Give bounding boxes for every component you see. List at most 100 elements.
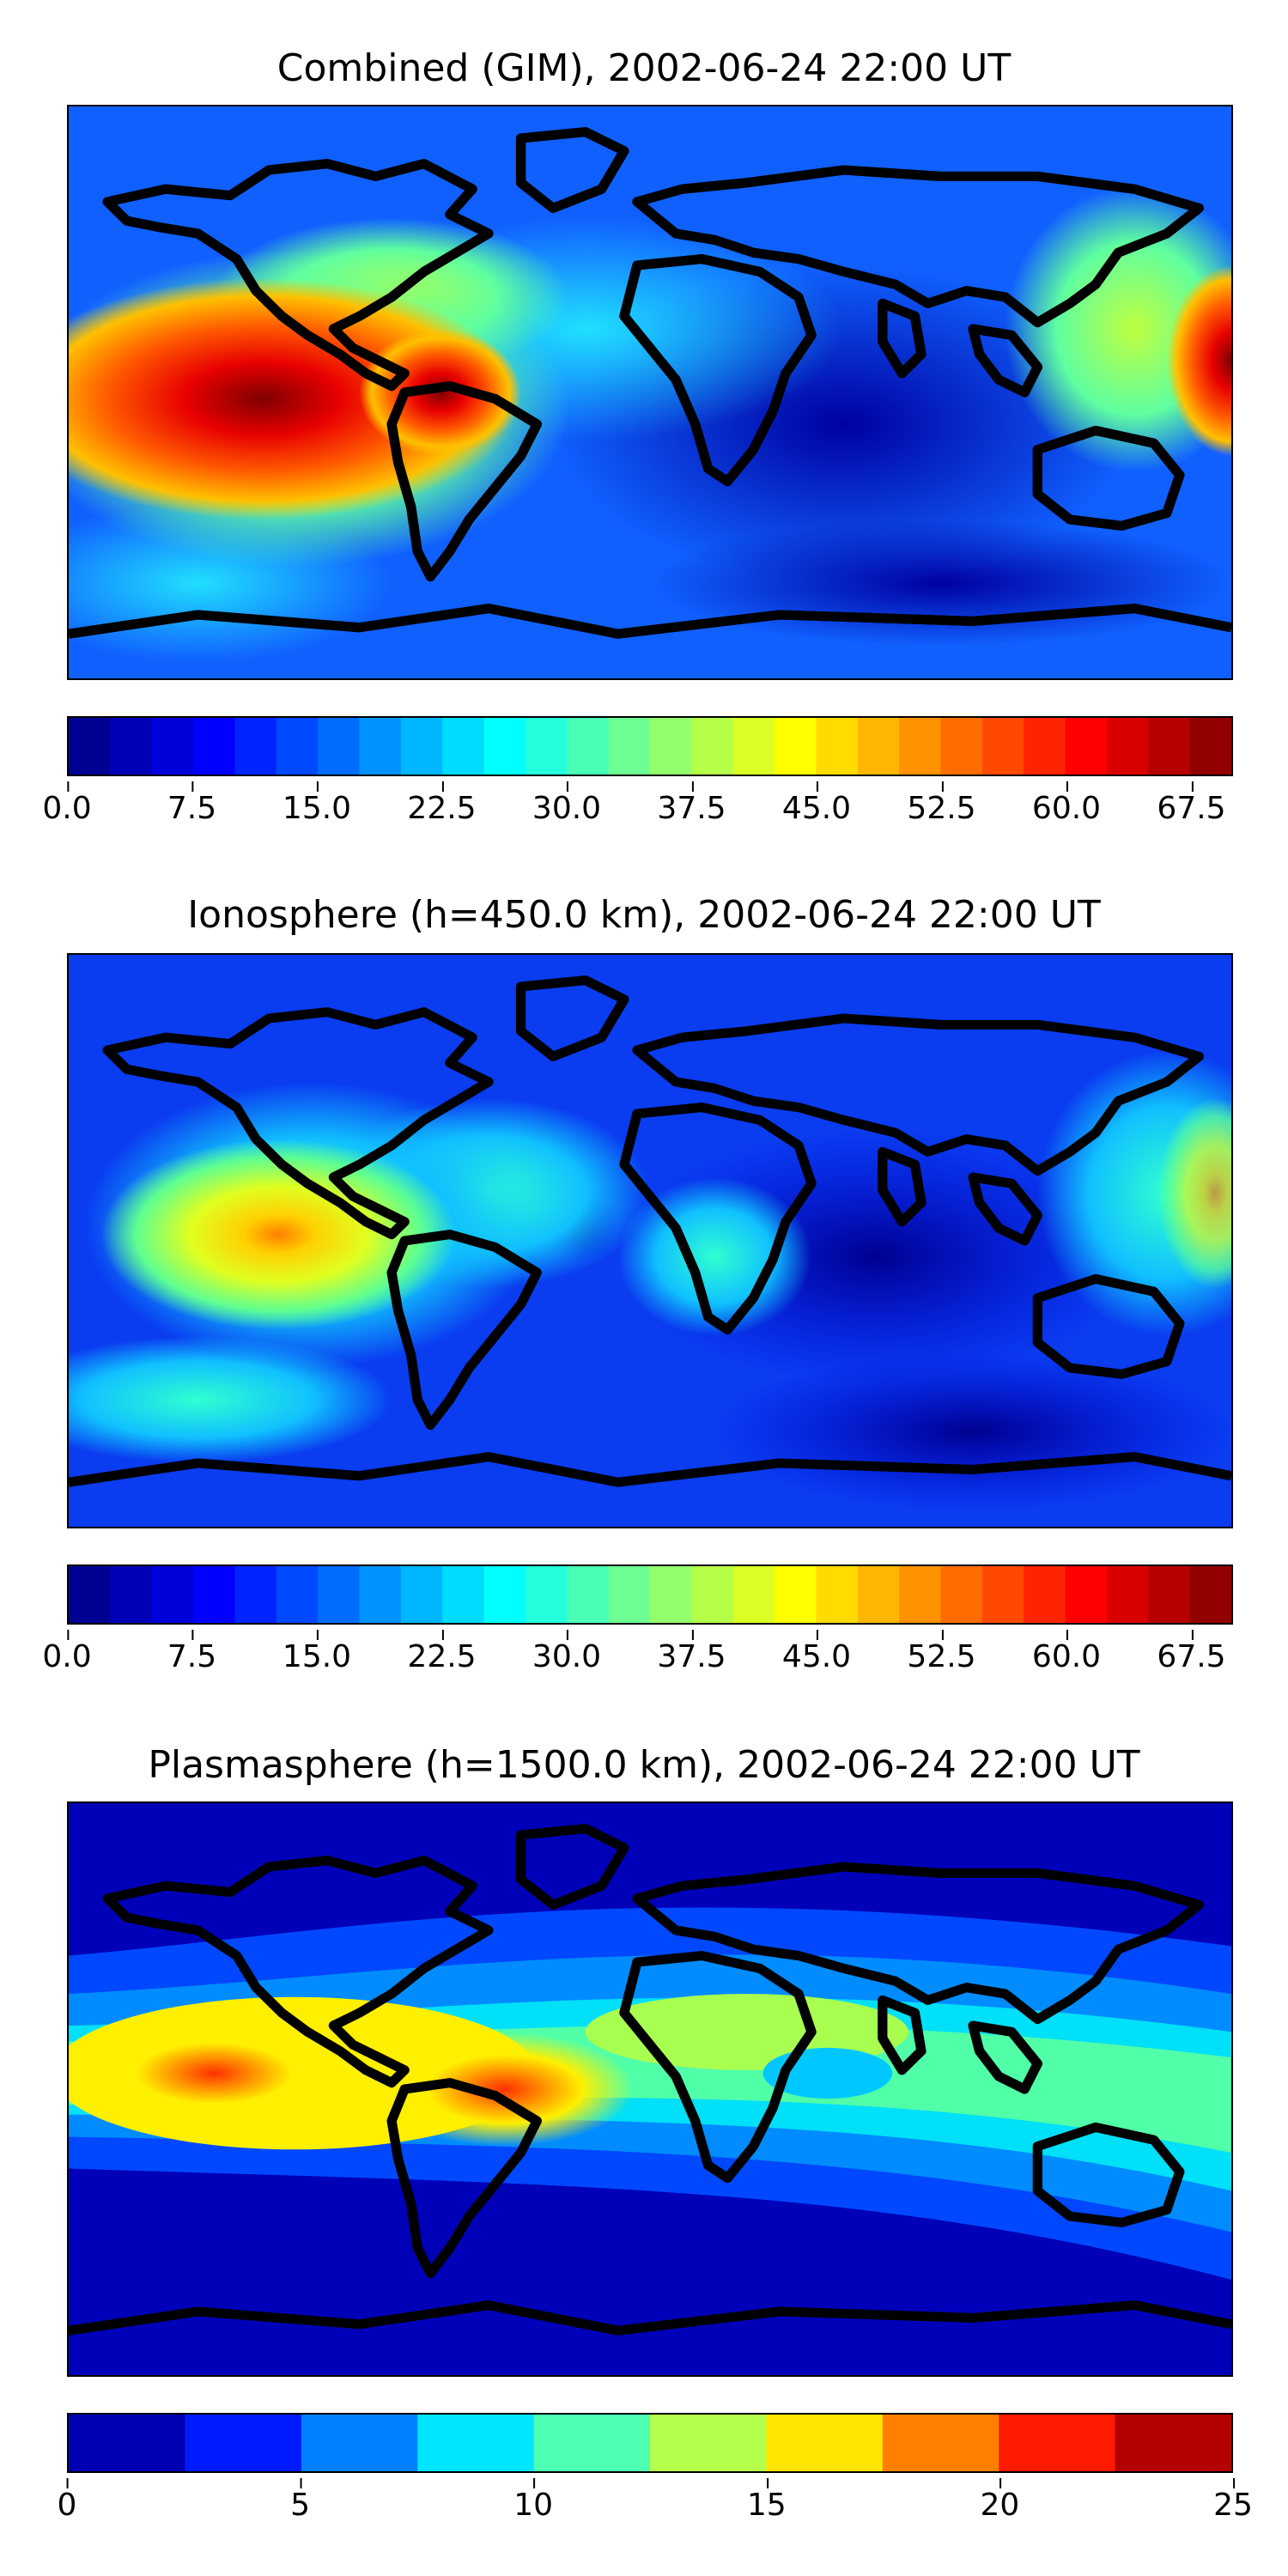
colorbar-level	[1065, 718, 1108, 775]
colorbar-level	[1115, 2415, 1231, 2471]
map-plasmasphere	[67, 1801, 1233, 2377]
colorbar-level	[608, 1566, 651, 1623]
colorbar-tick-label: 52.5	[907, 1630, 976, 1674]
colorbar-tick-label: 7.5	[167, 1630, 217, 1674]
colorbar-tick-label: 45.0	[781, 781, 852, 826]
colorbar-level	[567, 718, 610, 775]
colorbar-tick-label: 0.0	[42, 1630, 92, 1674]
colorbar-plasmasphere	[67, 2413, 1233, 2473]
colorbar-level	[525, 1566, 568, 1623]
colorbar-level	[110, 718, 153, 775]
colorbar-level	[1106, 1566, 1150, 1623]
colorbar-level	[981, 718, 1025, 775]
colorbar-level	[650, 718, 693, 775]
colorbar-level	[567, 1566, 610, 1623]
colorbar-tick-label: 37.5	[657, 1630, 726, 1674]
colorbar-level	[857, 718, 901, 775]
colorbar-level	[940, 718, 983, 775]
colorbar-level	[1106, 718, 1150, 775]
colorbar-tick-label: 0.0	[42, 781, 92, 826]
colorbar-tick-label: 25	[1213, 2478, 1253, 2523]
colorbar-tick-label: 45.0	[781, 1630, 852, 1674]
colorbar-level	[276, 718, 319, 775]
colorbar-ionosphere	[67, 1564, 1233, 1625]
colorbar-level	[69, 1566, 112, 1623]
colorbar-level	[650, 2415, 769, 2471]
colorbar-level	[1024, 718, 1066, 775]
colorbar-level	[857, 1566, 901, 1623]
panel-title-combined: Combined (GIM), 2002-06-24 22:00 UT	[276, 46, 1012, 90]
colorbar-tick-label: 30.0	[532, 1630, 602, 1674]
colorbar-level	[483, 1566, 526, 1623]
colorbar-level	[318, 718, 361, 775]
colorbar-tick-label: 15	[746, 2478, 787, 2523]
colorbar-level	[732, 718, 776, 775]
colorbar-level	[1189, 1566, 1231, 1623]
colorbar-level	[318, 1566, 361, 1623]
colorbar-level	[151, 718, 195, 775]
colorbar-level	[732, 1566, 776, 1623]
colorbar-tick-label: 67.5	[1157, 781, 1226, 826]
colorbar-level	[816, 1566, 859, 1623]
colorbar-level	[816, 718, 859, 775]
colorbar-level	[999, 2415, 1118, 2471]
panel-title-plasmasphere: Plasmasphere (h=1500.0 km), 2002-06-24 2…	[148, 1743, 1140, 1787]
colorbar-tick-label: 22.5	[407, 781, 477, 826]
colorbar-level	[899, 718, 942, 775]
colorbar-tick-label: 7.5	[167, 781, 217, 826]
colorbar-ticks-ionosphere: 0.0 7.5 15.0 22.5 30.0 37.5 45.0 52.5 60.0 67.5	[42, 1630, 1233, 1688]
colorbar-level	[400, 718, 444, 775]
colorbar-level	[442, 718, 485, 775]
colorbar-level	[301, 2415, 420, 2471]
colorbar-level	[608, 718, 651, 775]
colorbar-level	[110, 1566, 153, 1623]
colorbar-level	[1189, 718, 1231, 775]
colorbar-level	[234, 718, 277, 775]
colorbar-tick-label: 37.5	[657, 781, 726, 826]
colorbar-tick-label: 15.0	[282, 781, 352, 826]
colorbar-tick-label: 52.5	[907, 781, 976, 826]
colorbar-ticks-combined: 0.0 7.5 15.0 22.5 30.0 37.5 45.0 52.5 60.0 67.5	[42, 781, 1233, 840]
colorbar-level	[1065, 1566, 1108, 1623]
colorbar-level	[151, 1566, 195, 1623]
colorbar-tick-label: 60.0	[1031, 1630, 1102, 1674]
colorbar-level	[417, 2415, 537, 2471]
colorbar-level	[185, 2415, 304, 2471]
colorbar-level	[766, 2415, 885, 2471]
colorbar-level	[234, 1566, 277, 1623]
colorbar-tick-label: 22.5	[407, 1630, 477, 1674]
colorbar-tick-label: 67.5	[1157, 1630, 1226, 1674]
colorbar-level	[359, 1566, 402, 1623]
panel-title-ionosphere: Ionosphere (h=450.0 km), 2002-06-24 22:0…	[187, 893, 1101, 937]
colorbar-level	[775, 1566, 817, 1623]
colorbar-level	[442, 1566, 485, 1623]
colorbar-tick-label: 10	[513, 2478, 554, 2523]
colorbar-combined	[67, 716, 1233, 776]
map-combined	[67, 105, 1233, 680]
map-ionosphere	[67, 953, 1233, 1528]
colorbar-level	[525, 718, 568, 775]
colorbar-level	[69, 2415, 188, 2471]
colorbar-level	[1148, 1566, 1191, 1623]
colorbar-tick-label: 30.0	[532, 781, 602, 826]
colorbar-level	[359, 718, 402, 775]
colorbar-level	[533, 2415, 653, 2471]
colorbar-level	[1148, 718, 1191, 775]
colorbar-level	[882, 2415, 1001, 2471]
colorbar-tick-label: 0	[57, 2478, 77, 2523]
colorbar-level	[400, 1566, 444, 1623]
colorbar-tick-label: 15.0	[282, 1630, 352, 1674]
colorbar-level	[775, 718, 817, 775]
colorbar-tick-label: 60.0	[1031, 781, 1102, 826]
colorbar-level	[193, 718, 236, 775]
colorbar-level	[193, 1566, 236, 1623]
colorbar-tick-label: 5	[290, 2478, 311, 2523]
colorbar-level	[691, 1566, 734, 1623]
colorbar-level	[940, 1566, 983, 1623]
colorbar-level	[691, 718, 734, 775]
colorbar-level	[69, 718, 112, 775]
colorbar-tick-label: 20	[980, 2478, 1020, 2523]
colorbar-level	[483, 718, 526, 775]
colorbar-level	[1024, 1566, 1066, 1623]
colorbar-level	[899, 1566, 942, 1623]
